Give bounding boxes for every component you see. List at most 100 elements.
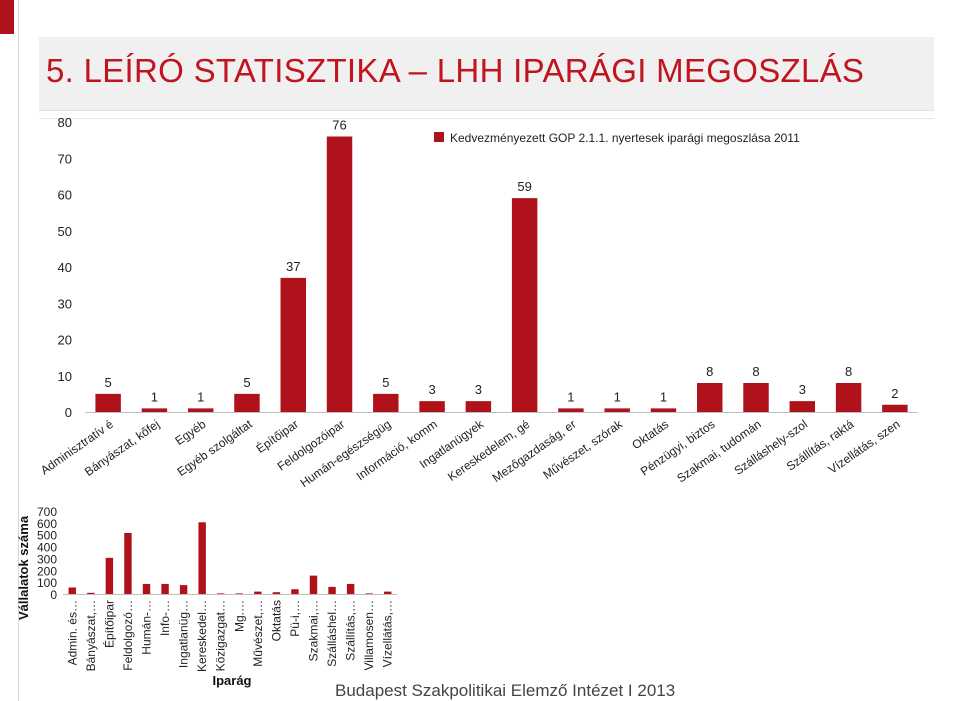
x-tick-label: Szakmai,… [307,600,321,661]
data-label: 1 [660,389,667,404]
bar [365,593,373,595]
x-tick-label: Információ, komm [354,417,440,483]
bar [217,593,225,595]
bar [650,408,677,412]
x-tick-label: Művészet, szórak [540,416,625,482]
y-tick-label: 600 [37,517,57,531]
bar [272,592,281,594]
y-tick-label: 60 [58,188,72,203]
x-axis-title: Iparág [212,673,251,688]
x-tick-label: Kereskedel… [195,600,209,672]
x-tick-label: Egyéb [173,417,209,448]
x-tick-label: Bányászat,… [84,600,98,671]
bar [789,401,816,412]
y-tick-label: 10 [58,369,72,384]
x-tick-label: Művészet,… [251,600,265,667]
bar [558,408,584,412]
data-label: 5 [105,375,112,390]
bar [235,593,243,595]
data-label: 2 [891,386,898,401]
bar [835,383,862,412]
bar [68,587,76,594]
bar [198,522,206,594]
bar [254,591,262,594]
x-tick-label: Szállítás,… [344,600,358,661]
bar [105,557,114,594]
bar [604,408,630,412]
y-tick-label: 700 [37,505,57,519]
bar [291,589,299,594]
x-tick-label: Vízellátás,… [381,600,395,667]
data-label: 76 [332,118,346,133]
bar [419,401,445,412]
bar [465,401,492,412]
data-label: 3 [428,382,435,397]
y-tick-label: 20 [58,333,72,348]
y-tick-label: 30 [58,296,72,311]
bar [179,585,188,594]
slide-title: 5. LEÍRÓ STATISZTIKA – LHH IPARÁGI MEGOS… [46,52,865,89]
x-tick-label: Admin. és… [65,600,79,665]
data-label: 1 [197,389,204,404]
data-label: 8 [752,364,759,379]
title-divider [39,118,934,119]
legend-swatch [434,132,444,142]
bar [234,393,260,412]
x-tick-label: Közigazgat… [214,600,228,671]
x-tick-label: Mg.… [232,600,246,632]
y-tick-label: 0 [50,588,57,602]
x-tick-label: Feldolgozó… [121,600,135,671]
data-labels: 5 1 1 5 37 76 5 3 3 59 1 1 1 8 8 3 8 2 [105,118,899,405]
y-tick-label: 80 [58,115,72,130]
bar [373,393,399,412]
title-banner [39,37,934,111]
data-label: 8 [706,364,713,379]
bar [87,592,95,594]
footer-credit: Budapest Szakpolitikai Elemző Intézet I … [335,681,676,700]
x-axis-labels: Admin. és… Bányászat,… Építőipar Feldolgozó… [65,600,394,672]
data-label: 3 [475,382,482,397]
x-tick-label: Oktatás [269,600,283,641]
y-tick-label: 200 [37,564,57,578]
bar [326,136,353,412]
company-count-bar-chart: Vállalatok száma 0100200300400500600700 … [16,505,397,688]
bar [187,408,214,412]
x-tick-label: Oktatás [629,417,671,452]
bar [384,591,392,594]
x-tick-label: Szakmai, tudomán [674,417,763,485]
data-label: 1 [567,389,574,404]
data-label: 8 [845,364,852,379]
data-label: 59 [517,179,531,194]
slide-left-rule [18,0,19,701]
x-tick-label: Mezőgazdaság, er [490,417,579,485]
x-tick-label: Építőipar [101,600,116,648]
y-tick-label: 40 [58,260,72,275]
bar-series [95,136,908,412]
bar [124,532,132,594]
y-tick-label: 300 [37,552,57,566]
y-tick-label: 400 [37,541,57,555]
bar [95,393,121,412]
bar [142,583,151,594]
y-tick-label: 70 [58,151,72,166]
bar [328,586,336,594]
data-label: 37 [286,259,300,274]
bar [697,383,723,412]
data-label: 5 [382,375,389,390]
y-tick-label: 50 [58,224,72,239]
x-tick-label: Info-… [158,600,172,636]
bar [280,277,306,412]
data-label: 1 [614,389,621,404]
bar [346,583,355,594]
y-tick-label: 0 [65,405,72,420]
legend-label: Kedvezményezett GOP 2.1.1. nyertesek ipa… [450,131,800,145]
y-tick-label: 100 [37,576,57,590]
x-tick-label: Szálláshel… [325,600,339,667]
accent-bar [0,0,14,34]
y-tick-label: 500 [37,529,57,543]
data-label: 5 [243,375,250,390]
bar [882,404,908,412]
